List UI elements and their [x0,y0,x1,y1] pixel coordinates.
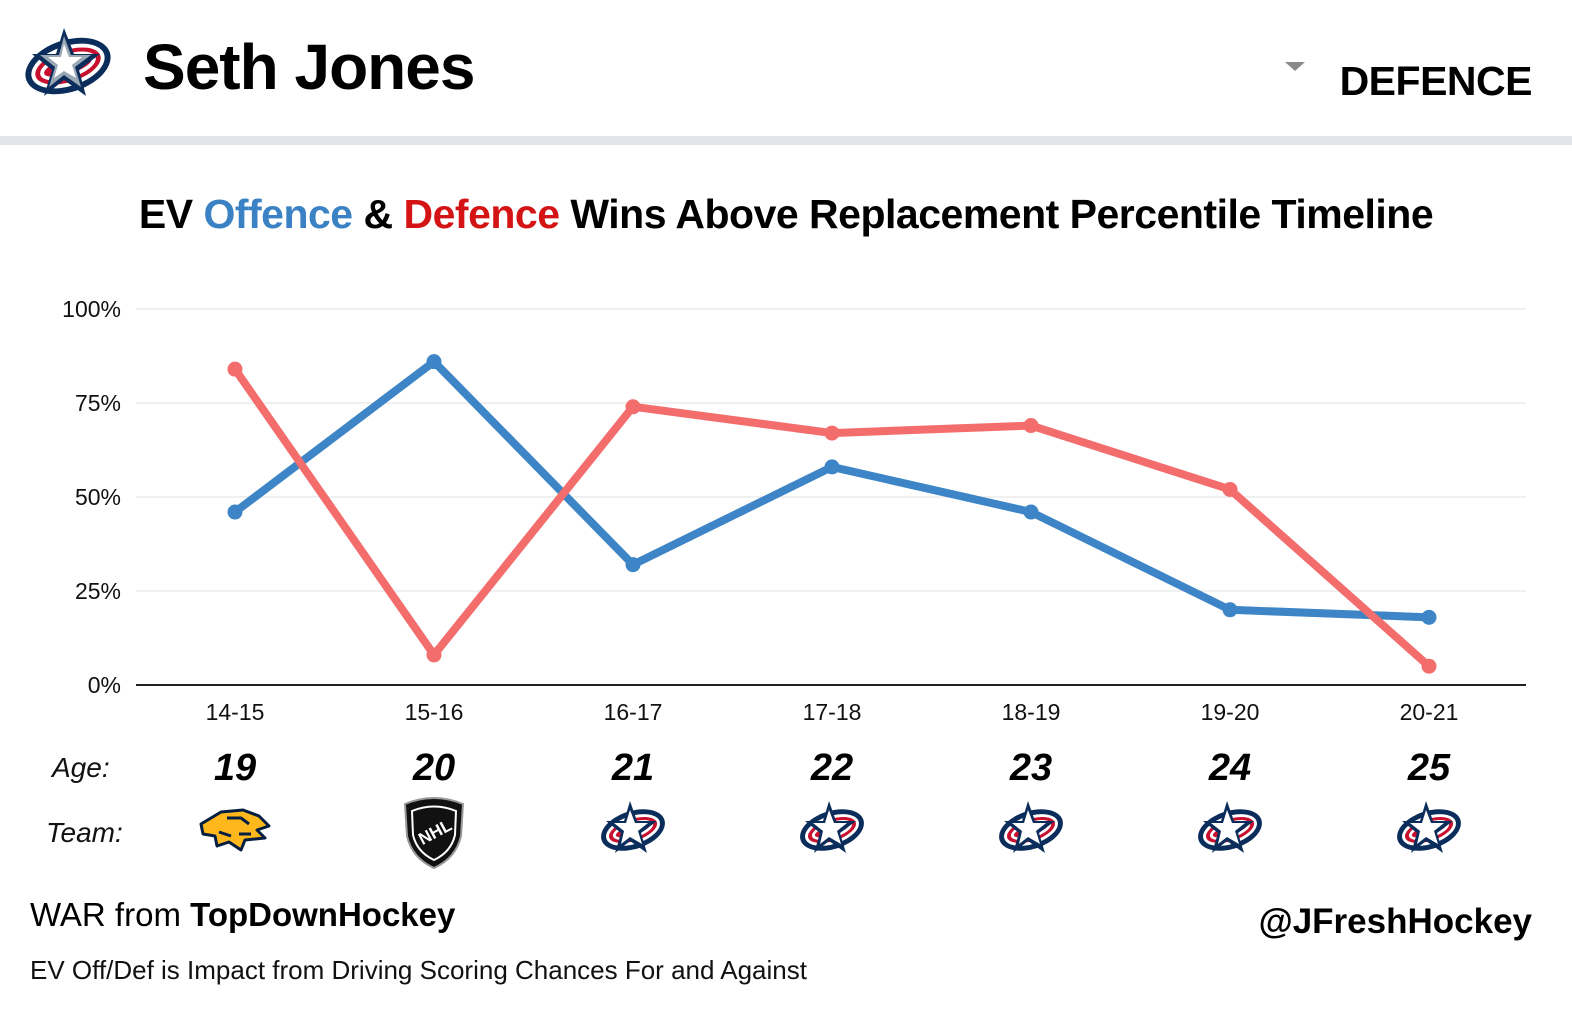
y-axis: 0% 25% 50% 75% 100% [62,296,121,698]
defence-point [1023,418,1039,434]
offence-point [824,459,840,475]
x-tick-label: 17-18 [803,699,862,725]
defence-point [227,361,243,377]
player-name: Seth Jones [143,31,475,103]
x-tick-label: 20-21 [1400,699,1459,725]
x-tick-label: 15-16 [405,699,464,725]
nhl-logo-icon: NHL [403,797,465,870]
age-value: 25 [1407,747,1451,789]
x-tick-label: 16-17 [604,699,663,725]
age-value: 21 [611,747,654,789]
position-label: DEFENCE [1339,58,1533,104]
chart-series [227,354,1437,674]
chart-title-amp: & [352,191,404,237]
header: Seth Jones DEFENCE [0,0,1572,136]
war-source: WAR from TopDownHockey [30,896,455,934]
y-tick-label: 0% [88,672,121,698]
x-tick-label: 14-15 [206,699,265,725]
team-row-label: Team: [46,817,123,848]
offence-point [1023,504,1039,520]
defence-point [1421,658,1437,674]
blue-jackets-logo-icon [1397,801,1461,853]
logo-star [1410,810,1444,844]
offence-point [625,557,641,573]
offence-point [1222,602,1238,618]
chart-title: EV Offence & Defence Wins Above Replacem… [0,191,1572,238]
chart-title-defence: Defence [403,191,561,237]
predators-logo-icon [199,808,271,852]
offence-point [426,354,442,370]
blue-jackets-logo-icon [25,28,111,96]
x-tick-label: 18-19 [1002,699,1061,725]
offence-point [227,504,243,520]
x-axis: 14-15 15-16 16-17 17-18 18-19 19-20 20-21 [206,699,1459,725]
blue-jackets-logo-icon [999,801,1063,853]
age-row: 19 20 21 22 23 24 25 [214,747,1451,789]
age-value: 24 [1208,747,1251,789]
logo-shield [410,805,458,862]
logo-star [1211,810,1245,844]
war-source-prefix: WAR from [30,896,191,933]
offence-point [1421,609,1437,625]
age-value: 22 [810,747,853,789]
logo-star [614,810,648,844]
age-value: 23 [1009,747,1052,789]
chart-grid [136,308,1526,592]
y-tick-label: 25% [75,578,121,604]
chart-title-suffix: Wins Above Replacement Percentile Timeli… [559,191,1434,237]
blue-jackets-logo-icon [1198,801,1262,853]
header-divider [0,136,1572,145]
author-handle: @JFreshHockey [1258,902,1532,941]
blue-jackets-logo-icon [601,801,665,853]
defence-point [824,425,840,441]
defence-point [625,399,641,415]
age-value: 19 [214,747,256,789]
age-row-label: Age: [50,752,110,783]
y-tick-label: 100% [62,296,121,322]
y-tick-label: 75% [75,390,121,416]
logo-body [199,808,271,852]
footer-note: EV Off/Def is Impact from Driving Scorin… [30,955,807,985]
logo-shield [403,797,465,870]
age-value: 20 [412,747,455,789]
chart-title-offence: Offence [203,191,353,237]
x-tick-label: 19-20 [1201,699,1260,725]
defence-series-line [231,365,1433,671]
chart-title-prefix: EV [138,191,204,237]
war-source-name: TopDownHockey [190,896,456,933]
logo-star [813,810,847,844]
caret-down-icon[interactable] [1285,62,1305,71]
defence-point [426,647,442,663]
defence-point [1222,481,1238,497]
team-row: NHL [199,797,1461,870]
logo-star [1012,810,1046,844]
y-tick-label: 50% [75,484,121,510]
offence-series-line [231,357,1433,622]
blue-jackets-logo-icon [800,801,864,853]
logo-detail [218,816,251,838]
